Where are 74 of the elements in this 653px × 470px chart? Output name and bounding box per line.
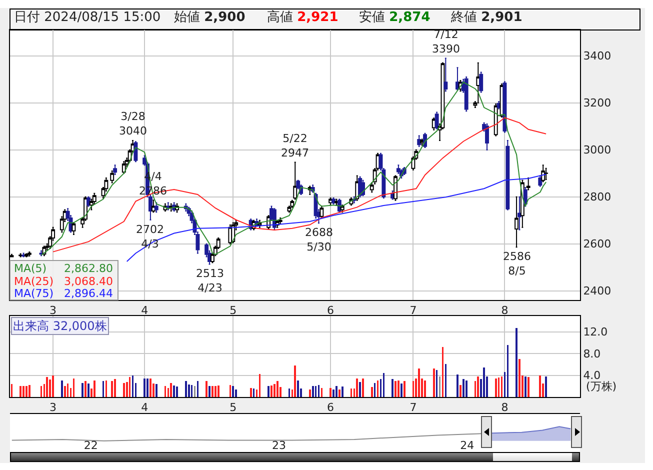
x-tick-label: 22 — [84, 439, 98, 452]
series-label: MA(5) — [14, 262, 47, 275]
x-tick-label: 24 — [460, 439, 474, 452]
candlestick — [340, 204, 344, 213]
annotation: 2,862.80 — [64, 262, 113, 275]
candlestick — [72, 222, 76, 235]
candlestick — [151, 200, 156, 213]
candlestick — [544, 168, 548, 180]
y-tick-label: 3400 — [583, 50, 612, 63]
annotation: 2586 8/5 — [503, 250, 531, 278]
candlestick — [22, 252, 26, 258]
x-tick-label: 7 — [410, 401, 417, 414]
candlestick — [166, 202, 170, 210]
candlestick — [18, 253, 23, 258]
annotation: 出来高 32,000株 — [13, 319, 107, 333]
annotation: 3,068.40 — [64, 275, 113, 288]
candlestick — [479, 72, 484, 93]
candlestick — [514, 196, 519, 248]
annotation: 2,896.44 — [64, 287, 113, 300]
candlestick — [293, 162, 298, 200]
line-series — [126, 174, 547, 262]
x-tick-label: 4 — [141, 304, 148, 318]
text: 安値 2,874 — [359, 9, 430, 25]
y-tick-label: 3200 — [583, 96, 612, 110]
annotation: 2513 4/23 — [196, 267, 224, 294]
candlestick — [434, 112, 439, 130]
y-tick-label: 4.0 — [583, 369, 601, 382]
candlestick — [456, 67, 460, 90]
y-tick-label: 12.0 — [583, 326, 608, 339]
annotation: 2688 5/30 — [305, 226, 333, 254]
text: 始値 2,900 — [174, 10, 246, 25]
candlestick — [278, 217, 282, 224]
text: 終値 2,901 — [450, 10, 522, 25]
y-tick-label: 2600 — [583, 238, 612, 251]
x-tick-label: 4 — [141, 401, 148, 414]
x-tick-label: 3 — [50, 304, 57, 318]
y-axis-title: (万株) — [586, 380, 617, 393]
candlestick — [110, 170, 114, 184]
y-tick-label: 2400 — [583, 284, 612, 298]
text: MA(75) — [14, 287, 54, 300]
candlestick — [154, 202, 158, 213]
x-tick-label: 7 — [410, 304, 417, 318]
candlestick — [27, 252, 32, 257]
candlestick — [494, 104, 498, 136]
annotation: 3/28 3040 — [119, 110, 147, 138]
text: 高値 2,921 — [267, 9, 338, 25]
y-tick-label: 8.0 — [583, 347, 601, 360]
candlestick — [526, 178, 530, 190]
candlestick — [506, 140, 510, 210]
candlestick — [134, 141, 138, 162]
candlestick — [538, 175, 542, 187]
annotation: 5/22 2947 — [281, 132, 309, 160]
text: MA(25) — [14, 275, 54, 288]
x-tick-label: 3 — [50, 401, 57, 414]
x-tick-label: 5 — [230, 304, 237, 318]
candlestick — [320, 206, 324, 218]
x-tick-label: 5 — [230, 401, 237, 414]
candlestick — [113, 164, 118, 176]
x-tick-label: 8 — [501, 304, 508, 318]
candlestick — [444, 58, 448, 92]
candlestick — [464, 76, 468, 112]
candlestick — [169, 203, 174, 212]
candlestick — [541, 164, 546, 182]
x-tick-label: 6 — [327, 304, 334, 318]
annotation: 7/12 3390 — [432, 28, 460, 56]
candlestick — [485, 123, 489, 150]
candlestick — [417, 135, 422, 147]
x-tick-label: 8 — [501, 401, 508, 414]
x-tick-label: 23 — [272, 439, 286, 452]
y-tick-label: 3000 — [583, 144, 612, 157]
candlestick — [518, 196, 522, 230]
x-tick-label: 6 — [327, 401, 334, 414]
text: 日付 2024/08/15 15:00 — [14, 10, 161, 25]
y-tick-label: 2800 — [583, 190, 612, 204]
